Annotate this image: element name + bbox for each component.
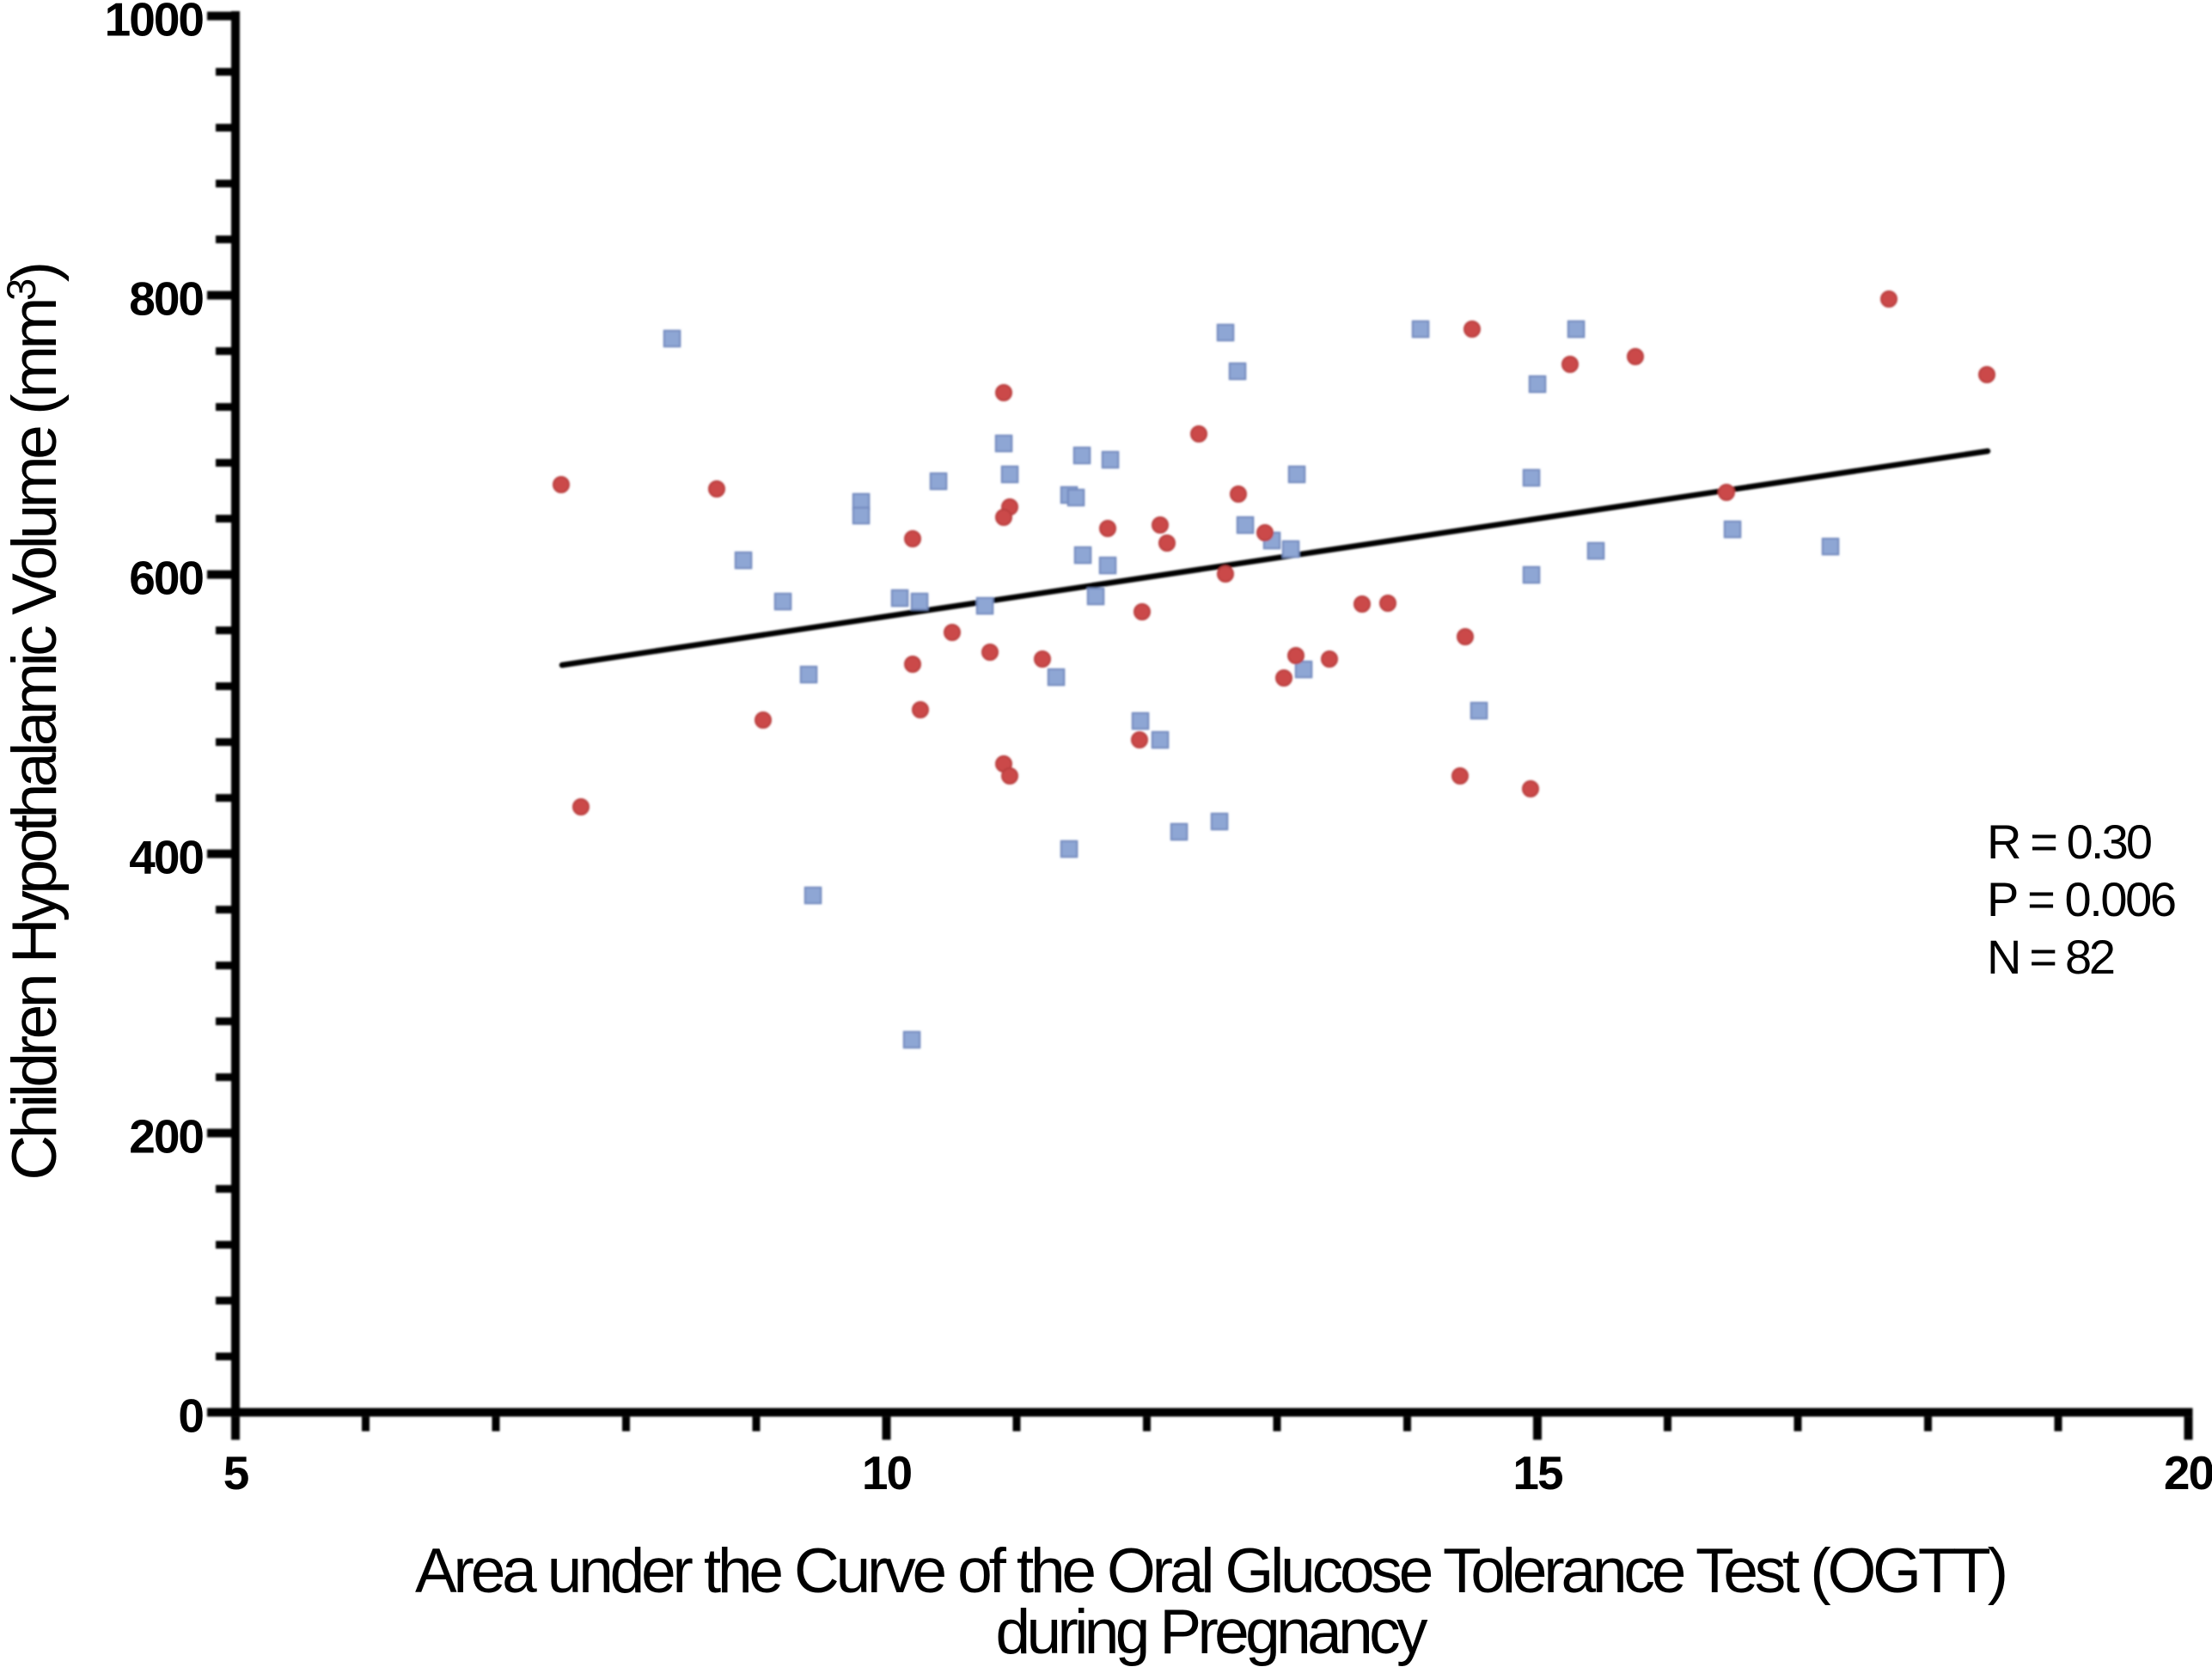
svg-text:15: 15: [1512, 1446, 1563, 1499]
svg-text:0: 0: [178, 1389, 203, 1443]
svg-text:P = 0.006: P = 0.006: [1987, 872, 2177, 926]
svg-text:400: 400: [129, 831, 203, 884]
svg-text:600: 600: [129, 552, 203, 605]
svg-text:R = 0.30: R = 0.30: [1987, 815, 2153, 869]
svg-text:Area under the Curve of the Or: Area under the Curve of the Oral Glucose…: [415, 1536, 2008, 1606]
svg-text:5: 5: [223, 1446, 249, 1499]
svg-text:800: 800: [129, 272, 203, 326]
svg-text:Children Hypothalamic Volume (: Children Hypothalamic Volume (mm3): [0, 265, 70, 1180]
svg-text:10: 10: [862, 1446, 912, 1499]
svg-text:during Pregnancy: during Pregnancy: [996, 1597, 1429, 1667]
svg-text:1000: 1000: [105, 0, 204, 46]
svg-text:200: 200: [129, 1110, 203, 1163]
svg-text:N = 82: N = 82: [1987, 930, 2116, 984]
svg-text:20: 20: [2164, 1446, 2212, 1499]
